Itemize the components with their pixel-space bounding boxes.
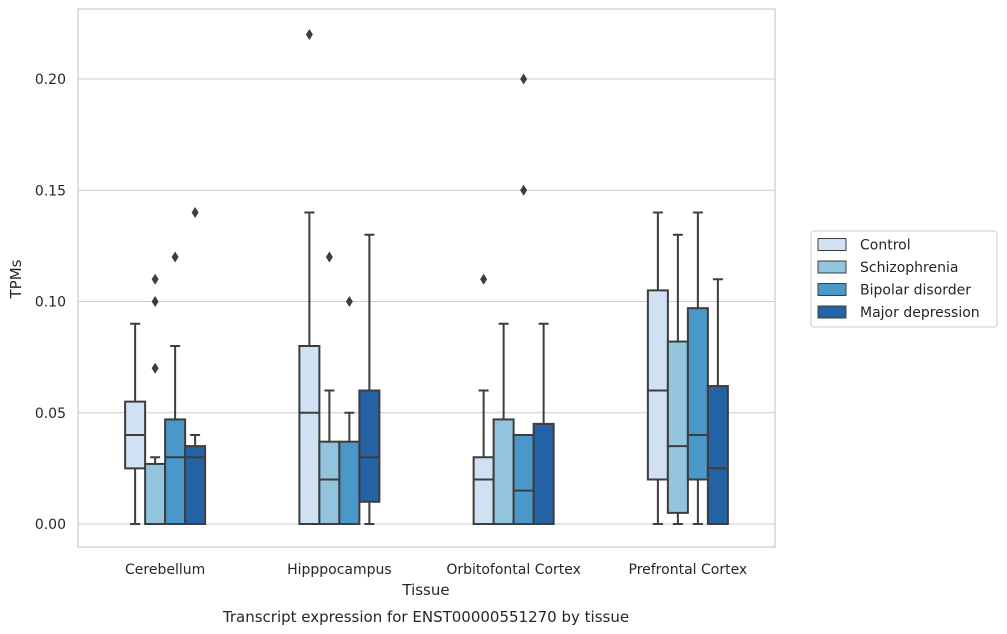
outlier-point — [151, 273, 159, 285]
x-tick-labels: Cerebellum Hipppocampus Orbitofontal Corte… — [125, 562, 747, 578]
legend-swatch — [817, 305, 847, 319]
box — [706, 385, 729, 525]
box — [666, 340, 689, 514]
box — [472, 456, 495, 525]
y-tick-label: 0.10 — [35, 295, 66, 311]
x-tick-label: Prefrontal Cortex — [629, 562, 748, 578]
x-tick-label: Hipppocampus — [287, 562, 392, 578]
box — [492, 418, 515, 525]
y-tick-label: 0.15 — [35, 183, 66, 199]
legend-entry: Control — [860, 238, 911, 254]
outlier-point — [520, 73, 528, 85]
outlier-point — [151, 362, 159, 374]
box — [686, 307, 709, 481]
outlier-point — [520, 184, 528, 196]
x-axis-label: Tissue — [401, 581, 449, 599]
box — [164, 418, 187, 525]
legend-entry: Major depression — [860, 305, 980, 321]
chart-title: Transcript expression for ENST0000055127… — [222, 608, 629, 626]
legend-frame — [810, 230, 998, 328]
box — [184, 445, 207, 525]
x-tick-label: Cerebellum — [125, 562, 205, 578]
outlier-point — [191, 207, 199, 218]
box — [512, 434, 535, 525]
box — [298, 345, 321, 525]
y-tick-label: 0.00 — [35, 517, 66, 533]
legend-entry: Bipolar disorder — [860, 283, 971, 299]
outlier-point — [305, 29, 313, 40]
outlier-point — [171, 251, 179, 263]
box — [144, 462, 167, 525]
y-axis-label: TPMs — [7, 259, 25, 299]
box — [646, 289, 669, 481]
box — [532, 422, 555, 525]
outlier-point — [345, 296, 353, 307]
legend: Control Schizophrenia Bipolar disorder Majo… — [810, 230, 998, 328]
y-tick-label: 0.05 — [35, 406, 66, 422]
box — [358, 389, 381, 503]
box — [338, 440, 361, 525]
legend-swatch — [817, 260, 847, 274]
y-tick-label: 0.20 — [35, 72, 66, 88]
outlier-point — [325, 251, 333, 263]
box — [318, 440, 341, 525]
boxes — [124, 29, 729, 525]
x-tick-label: Orbitofontal Cortex — [446, 562, 581, 578]
outlier-point — [480, 273, 488, 285]
outlier-point — [151, 296, 159, 307]
legend-swatch — [817, 283, 847, 296]
y-tick-labels: 0.00 0.05 0.10 0.15 0.20 — [35, 72, 66, 533]
legend-entry: Schizophrenia — [860, 260, 958, 276]
legend-swatch — [817, 238, 847, 251]
